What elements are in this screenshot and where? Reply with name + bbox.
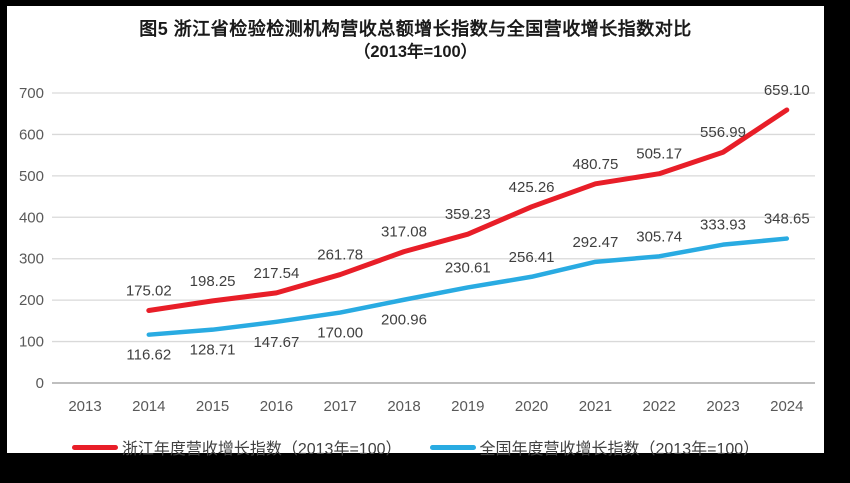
- data-label: 359.23: [445, 206, 491, 223]
- y-tick-label: 200: [19, 292, 44, 309]
- data-label: 217.54: [253, 265, 299, 282]
- legend-label-national: 全国年度营收增长指数（2013年=100）: [479, 441, 760, 458]
- line-chart-plot: 0 100 200 300 400 500 600 700 2013 2014 2015 2016 20…: [19, 82, 815, 415]
- data-label: 480.75: [572, 156, 618, 173]
- data-label: 292.47: [572, 234, 618, 251]
- legend-swatch-national-icon: [429, 444, 476, 450]
- chart-title-line1: 图5 浙江省检验检测机构营收总额增长指数与全国营收增长指数对比: [139, 19, 692, 39]
- axis-group: 0 100 200 300 400 500 600 700 2013 2014 2015 2016 20…: [19, 85, 815, 415]
- data-label: 305.74: [636, 228, 682, 245]
- y-tick-label: 100: [19, 334, 44, 351]
- x-tick-label: 2023: [706, 398, 739, 415]
- data-label: 147.67: [253, 334, 299, 351]
- data-label: 230.61: [445, 259, 491, 276]
- x-tick-label: 2021: [579, 398, 612, 415]
- y-tick-label: 0: [36, 375, 44, 392]
- x-tick-label: 2017: [324, 398, 357, 415]
- y-tick-label: 300: [19, 251, 44, 268]
- y-tick-label: 500: [19, 168, 44, 185]
- data-label: 116.62: [126, 347, 171, 364]
- legend-swatch-zhejiang-icon: [71, 444, 118, 450]
- x-tick-label: 2022: [643, 398, 676, 415]
- data-label: 198.25: [190, 273, 236, 290]
- data-label: 261.78: [317, 247, 363, 264]
- data-label: 659.10: [764, 82, 810, 99]
- data-label: 175.02: [126, 282, 172, 299]
- data-label: 348.65: [764, 211, 810, 228]
- data-label: 556.99: [700, 124, 746, 141]
- legend-label-zhejiang: 浙江年度营收增长指数（2013年=100）: [121, 441, 402, 458]
- x-tick-label: 2014: [132, 398, 165, 415]
- data-label: 256.41: [509, 249, 555, 266]
- chart-title: 图5 浙江省检验检测机构营收总额增长指数与全国营收增长指数对比 （2013年=1…: [7, 18, 824, 64]
- series-group: [146, 107, 790, 337]
- x-tick-label: 2020: [515, 398, 548, 415]
- data-labels-group: 175.02 198.25 217.54 261.78 317.08 359.23 425.…: [126, 82, 810, 364]
- data-label: 128.71: [190, 342, 236, 359]
- x-tick-label: 2019: [451, 398, 484, 415]
- legend-item-zhejiang: 浙江年度营收增长指数（2013年=100）: [71, 435, 402, 459]
- series-line-0: [146, 107, 790, 313]
- series-line-1: [146, 236, 790, 337]
- data-label: 425.26: [509, 179, 555, 196]
- y-tick-label: 400: [19, 209, 44, 226]
- x-tick-label: 2018: [387, 398, 420, 415]
- data-label: 317.08: [381, 224, 427, 241]
- x-tick-label: 2024: [770, 398, 803, 415]
- data-label: 170.00: [317, 325, 363, 342]
- y-tick-label: 600: [19, 126, 44, 143]
- data-label: 505.17: [636, 146, 682, 163]
- x-tick-label: 2013: [68, 398, 101, 415]
- chart-title-line2: （2013年=100）: [353, 43, 478, 61]
- chart-canvas: 图5 浙江省检验检测机构营收总额增长指数与全国营收增长指数对比 （2013年=1…: [7, 6, 824, 458]
- y-tick-label: 700: [19, 85, 44, 102]
- data-label: 333.93: [700, 217, 746, 234]
- x-tick-label: 2016: [260, 398, 293, 415]
- gridlines-group: [52, 92, 815, 343]
- data-label: 200.96: [381, 312, 427, 329]
- x-tick-label: 2015: [196, 398, 229, 415]
- legend-item-national: 全国年度营收增长指数（2013年=100）: [429, 435, 760, 459]
- chart-legend: 浙江年度营收增长指数（2013年=100） 全国年度营收增长指数（2013年=1…: [7, 435, 824, 459]
